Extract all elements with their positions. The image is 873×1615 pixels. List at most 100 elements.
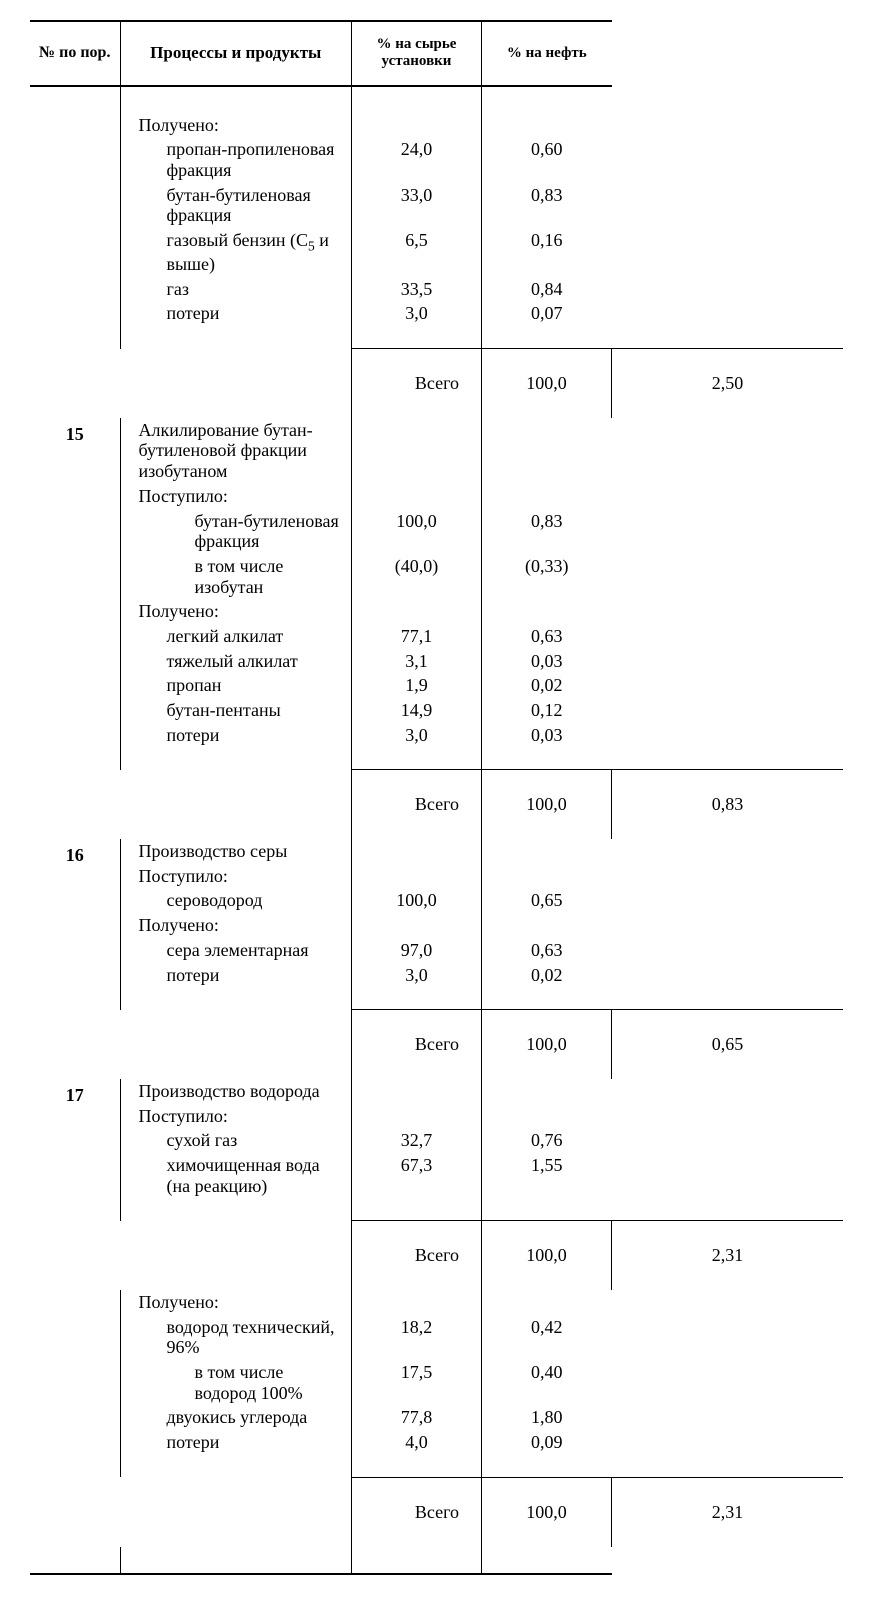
percent-oil: 0,07 xyxy=(482,301,612,326)
percent-raw: 33,0 xyxy=(352,183,482,228)
table-row: Поступило: xyxy=(30,484,843,509)
spacer-row xyxy=(30,86,843,113)
total-label: Всего xyxy=(352,1221,482,1290)
percent-raw: 6,5 xyxy=(352,228,482,277)
spacer-row xyxy=(30,987,843,1010)
total-label: Всего xyxy=(352,1010,482,1079)
percent-oil xyxy=(482,839,612,864)
percent-oil: 0,16 xyxy=(482,228,612,277)
table-row: 16Производство серы xyxy=(30,839,843,864)
row-number xyxy=(120,1221,352,1290)
percent-raw: 3,0 xyxy=(352,963,482,988)
percent-oil: 0,63 xyxy=(482,938,612,963)
percent-raw xyxy=(352,1079,482,1104)
process-label: Получено: xyxy=(120,1290,352,1315)
percent-raw: 24,0 xyxy=(352,137,482,182)
row-number xyxy=(120,1010,352,1079)
percent-raw: 100,0 xyxy=(352,509,482,554)
percent-raw: 97,0 xyxy=(352,938,482,963)
process-label: газовый бензин (C5 и выше) xyxy=(120,228,352,277)
table-row: потери3,00,03 xyxy=(30,723,843,748)
percent-raw: 77,1 xyxy=(352,624,482,649)
total-row: Всего100,02,31 xyxy=(30,1221,843,1290)
row-number xyxy=(120,1477,352,1546)
table-row: легкий алкилат77,10,63 xyxy=(30,624,843,649)
percent-oil: 0,12 xyxy=(482,698,612,723)
total-row: Всего100,02,31 xyxy=(30,1477,843,1546)
process-label: в том числе изобутан xyxy=(120,554,352,599)
table-row: тяжелый алкилат3,10,03 xyxy=(30,649,843,674)
percent-raw xyxy=(352,599,482,624)
total-raw: 100,0 xyxy=(482,1477,612,1546)
spacer-row xyxy=(30,1547,843,1574)
percent-oil xyxy=(482,1104,612,1129)
total-oil: 2,31 xyxy=(612,1221,844,1290)
process-label: газ xyxy=(120,277,352,302)
percent-oil: 0,76 xyxy=(482,1128,612,1153)
table-row: потери3,00,02 xyxy=(30,963,843,988)
table-row: пропан1,90,02 xyxy=(30,673,843,698)
total-raw: 100,0 xyxy=(482,770,612,839)
table-row: Получено: xyxy=(30,599,843,624)
total-row: Всего100,00,65 xyxy=(30,1010,843,1079)
percent-raw xyxy=(352,113,482,138)
total-label: Всего xyxy=(352,349,482,418)
table-row: в том числе изобутан(40,0)(0,33) xyxy=(30,554,843,599)
process-label: сера элементарная xyxy=(120,938,352,963)
percent-oil: 0,84 xyxy=(482,277,612,302)
percent-raw: 4,0 xyxy=(352,1430,482,1455)
process-label: Производство водорода xyxy=(120,1079,352,1104)
col-header-proc: Процессы и продукты xyxy=(120,21,352,86)
table-row: двуокись углерода77,81,80 xyxy=(30,1405,843,1430)
percent-raw xyxy=(352,484,482,509)
percent-raw: 67,3 xyxy=(352,1153,482,1198)
total-label: Всего xyxy=(352,770,482,839)
process-label: потери xyxy=(120,1430,352,1455)
total-oil: 0,83 xyxy=(612,770,844,839)
col-header-raw: % на сырье установки xyxy=(352,21,482,86)
percent-oil xyxy=(482,418,612,484)
process-label: Поступило: xyxy=(120,1104,352,1129)
percent-oil: 0,83 xyxy=(482,183,612,228)
percent-raw: 3,1 xyxy=(352,649,482,674)
percent-raw: 3,0 xyxy=(352,301,482,326)
percent-oil xyxy=(482,1290,612,1315)
process-label: бутан-бутиленовая фракция xyxy=(120,183,352,228)
spacer-row xyxy=(30,1455,843,1478)
percent-oil xyxy=(482,913,612,938)
process-label: Поступило: xyxy=(120,864,352,889)
total-oil: 2,50 xyxy=(612,349,844,418)
table-row: сероводород100,00,65 xyxy=(30,888,843,913)
percent-raw: 3,0 xyxy=(352,723,482,748)
percent-raw xyxy=(352,913,482,938)
percent-raw: 18,2 xyxy=(352,1315,482,1360)
row-number xyxy=(120,770,352,839)
table-row: в том числе водород 100%17,50,40 xyxy=(30,1360,843,1405)
spacer-row xyxy=(30,1198,843,1221)
total-row: Всего100,02,50 xyxy=(30,349,843,418)
table-row: Получено: xyxy=(30,913,843,938)
table-row: Поступило: xyxy=(30,864,843,889)
process-label: потери xyxy=(120,963,352,988)
process-label: Получено: xyxy=(120,913,352,938)
total-label: Всего xyxy=(352,1477,482,1546)
table-row: сера элементарная97,00,63 xyxy=(30,938,843,963)
table-row: пропан-пропиленовая фракция24,00,60 xyxy=(30,137,843,182)
process-label: бутан-пентаны xyxy=(120,698,352,723)
percent-raw: 14,9 xyxy=(352,698,482,723)
percent-raw: 33,5 xyxy=(352,277,482,302)
percent-oil: (0,33) xyxy=(482,554,612,599)
table-row: 15Алкилирование бутан-бутиленовой фракци… xyxy=(30,418,843,484)
row-number: 17 xyxy=(30,1079,120,1290)
process-label: сероводород xyxy=(120,888,352,913)
percent-oil: 0,09 xyxy=(482,1430,612,1455)
percent-oil: 0,83 xyxy=(482,509,612,554)
table-row: 17Производство водорода xyxy=(30,1079,843,1104)
table-header-row: № по пор. Процессы и продукты % на сырье… xyxy=(30,21,843,86)
table-row: бутан-пентаны14,90,12 xyxy=(30,698,843,723)
total-oil: 0,65 xyxy=(612,1010,844,1079)
percent-oil: 0,42 xyxy=(482,1315,612,1360)
table-row: газовый бензин (C5 и выше)6,50,16 xyxy=(30,228,843,277)
table-row: бутан-бутиленовая фракция33,00,83 xyxy=(30,183,843,228)
table-row: потери3,00,07 xyxy=(30,301,843,326)
